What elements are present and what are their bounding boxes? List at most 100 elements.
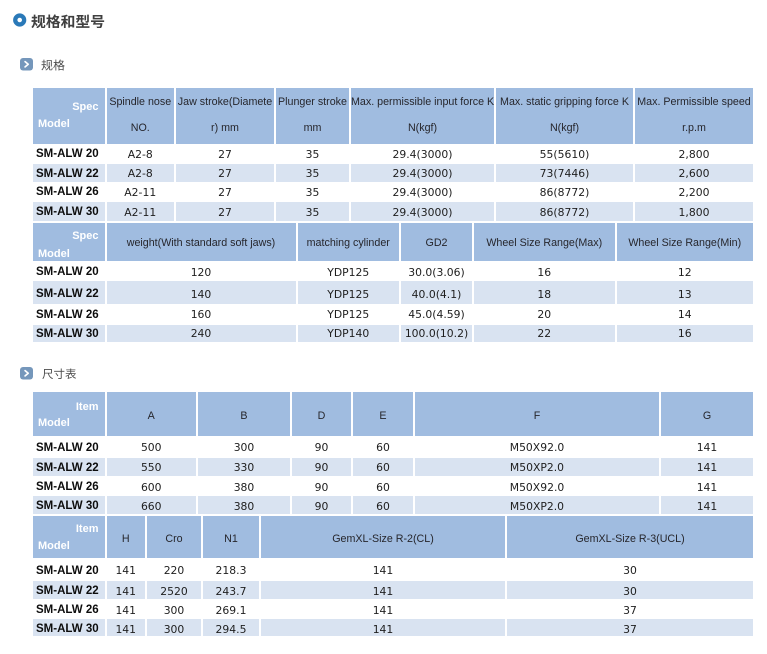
column-header: Max. static gripping force K N(kgf) — [495, 88, 634, 144]
model-cell: SM-ALW 20 — [33, 557, 106, 582]
value-cell: 243.7 — [202, 581, 260, 599]
value-cell: YDP140 — [296, 324, 400, 343]
column-header: A — [105, 391, 197, 436]
table-row: SM-ALW 26 160 YDP125 45.0(4.59) 20 14 — [33, 304, 753, 325]
value-cell: 141 — [105, 598, 146, 620]
model-cell: SM-ALW 30 — [33, 201, 106, 222]
value-cell: A2-8 — [105, 143, 175, 165]
value-cell: 141 — [260, 619, 506, 636]
corner-bottom-label: Model — [38, 540, 70, 553]
table-row: SM-ALW 26 600 380 90 60 M50X92.0 141 — [33, 475, 753, 496]
value-cell: 30.0(3.06) — [400, 260, 473, 282]
value-cell: 141 — [260, 598, 506, 620]
value-cell: 1,800 — [634, 201, 753, 222]
value-cell: 27 — [175, 201, 275, 222]
chevron-square-icon — [20, 367, 33, 380]
value-cell: 35 — [275, 164, 350, 182]
column-header: N1 — [202, 515, 260, 558]
table-row: SM-ALW 22 550 330 90 60 M50XP2.0 141 — [33, 457, 753, 476]
value-cell: 269.1 — [202, 598, 260, 620]
value-cell: 55(5610) — [495, 143, 634, 165]
dimension-table-band1: Item Model A B D E F G SM-ALW 20 500 300 90 60 M50X9… — [33, 391, 753, 514]
value-cell: 29.4(3000) — [350, 201, 495, 222]
table-row: SM-ALW 30 240 YDP140 100.0(10.2) 22 16 — [33, 324, 753, 343]
value-cell: 30 — [506, 557, 753, 582]
section-spec-title — [41, 58, 65, 71]
value-cell: 60 — [352, 457, 414, 476]
value-cell: 60 — [352, 495, 414, 514]
value-cell: M50X92.0 — [414, 435, 660, 458]
value-cell: M50XP2.0 — [414, 457, 660, 476]
corner-top-label: Item — [75, 522, 99, 535]
value-cell: 218.3 — [202, 557, 260, 582]
model-cell: SM-ALW 26 — [33, 598, 106, 620]
value-cell: 380 — [197, 475, 291, 496]
value-cell: 13 — [615, 281, 753, 305]
value-cell: 45.0(4.59) — [400, 304, 473, 325]
column-header: D — [291, 391, 352, 436]
table-row: SM-ALW 22 141 2520 243.7 141 30 — [33, 581, 753, 599]
column-header: GemXL-Size R-3(UCL) — [506, 515, 753, 558]
model-cell: SM-ALW 26 — [33, 475, 106, 496]
column-header: Spindle nose NO. — [105, 88, 175, 144]
value-cell: 12 — [615, 260, 753, 282]
table-row: SM-ALW 20 500 300 90 60 M50X92.0 141 — [33, 435, 753, 458]
column-header: matching cylinder — [296, 223, 400, 261]
value-cell: 660 — [105, 495, 197, 514]
bullet-circle-icon — [13, 13, 27, 27]
corner-bottom-label: Model — [38, 118, 70, 131]
corner-top-label: Item — [75, 400, 99, 413]
value-cell: 141 — [660, 457, 753, 476]
value-cell: A2-11 — [105, 201, 175, 222]
corner-bottom-label: Model — [38, 247, 70, 260]
column-header: G — [660, 391, 753, 436]
model-cell: SM-ALW 22 — [33, 281, 106, 305]
value-cell: 141 — [260, 557, 506, 582]
value-cell: 300 — [146, 598, 202, 620]
model-cell: SM-ALW 26 — [33, 181, 106, 202]
column-header: weight(With standard soft jaws) — [105, 223, 297, 261]
value-cell: 141 — [660, 475, 753, 496]
value-cell: 22 — [473, 324, 616, 343]
column-header: Wheel Size Range(Min) — [615, 223, 753, 261]
column-header: Max. Permissible speed r.p.m — [634, 88, 753, 144]
model-cell: SM-ALW 22 — [33, 457, 106, 476]
column-header: Wheel Size Range(Max) — [473, 223, 616, 261]
table-row: SM-ALW 20 120 YDP125 30.0(3.06) 16 12 — [33, 260, 753, 282]
value-cell: 240 — [105, 324, 297, 343]
model-cell: SM-ALW 30 — [33, 495, 106, 514]
dimension-table-band2: Item Model H Cro N1 GemXL-Size R-2(CL) GemXL-S… — [33, 515, 753, 636]
value-cell: 86(8772) — [495, 181, 634, 202]
page-title — [31, 14, 105, 29]
table-row: SM-ALW 30 A2-11 27 35 29.4(3000) 86(8772) 1,80… — [33, 201, 753, 222]
value-cell: 600 — [105, 475, 197, 496]
corner-header-cell: Item Model — [33, 391, 106, 436]
column-header: H — [105, 515, 146, 558]
value-cell: 2520 — [146, 581, 202, 599]
column-header: Cro — [146, 515, 202, 558]
value-cell: 2,200 — [634, 181, 753, 202]
table-row: SM-ALW 30 141 300 294.5 141 37 — [33, 619, 753, 636]
value-cell: 35 — [275, 143, 350, 165]
value-cell: 37 — [506, 619, 753, 636]
value-cell: 90 — [291, 435, 352, 458]
corner-header-cell: Spec Model — [33, 223, 106, 261]
value-cell: 141 — [660, 495, 753, 514]
value-cell: 73(7446) — [495, 164, 634, 182]
value-cell: 90 — [291, 475, 352, 496]
value-cell: 300 — [197, 435, 291, 458]
value-cell: 2,600 — [634, 164, 753, 182]
value-cell: 30 — [506, 581, 753, 599]
value-cell: YDP125 — [296, 281, 400, 305]
value-cell: 27 — [175, 143, 275, 165]
column-header: Jaw stroke(Diamete r) mm — [175, 88, 275, 144]
header-row: Item Model A B D E F G — [33, 391, 753, 436]
table-row: SM-ALW 20 A2-8 27 35 29.4(3000) 55(5610) 2,800 — [33, 143, 753, 165]
table-row: SM-ALW 26 A2-11 27 35 29.4(3000) 86(8772) 2,20… — [33, 181, 753, 202]
value-cell: 330 — [197, 457, 291, 476]
value-cell: 16 — [473, 260, 616, 282]
value-cell: M50X92.0 — [414, 475, 660, 496]
model-cell: SM-ALW 20 — [33, 435, 106, 458]
value-cell: 141 — [105, 619, 146, 636]
value-cell: 29.4(3000) — [350, 164, 495, 182]
